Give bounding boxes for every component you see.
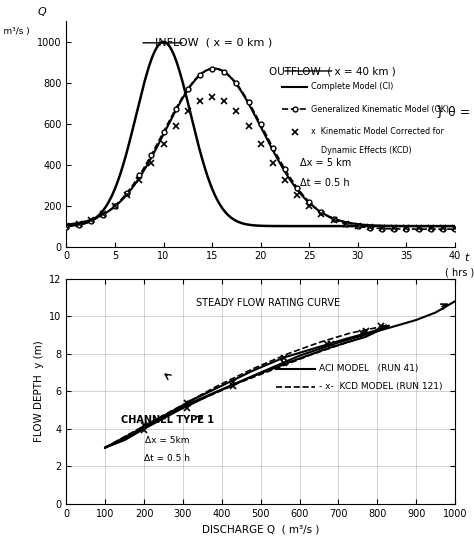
Text: ACI MODEL   (RUN 41): ACI MODEL (RUN 41) [319,364,419,373]
Text: ( hrs ): ( hrs ) [445,267,474,277]
Text: ( m³/s ): ( m³/s ) [0,27,29,36]
Text: x  Kinematic Model Corrected for: x Kinematic Model Corrected for [311,127,444,136]
Text: - x-  KCD MODEL (RUN 121): - x- KCD MODEL (RUN 121) [319,382,443,391]
Text: INFLOW  ( x = 0 km ): INFLOW ( x = 0 km ) [155,37,273,47]
Text: Δx = 5 km: Δx = 5 km [300,158,351,168]
Text: CHANNEL TYPE 1: CHANNEL TYPE 1 [121,415,214,425]
Text: STEADY FLOW RATING CURVE: STEADY FLOW RATING CURVE [196,297,340,308]
Text: Δx = 5km: Δx = 5km [145,436,190,445]
Y-axis label: FLOW DEPTH  y (m): FLOW DEPTH y (m) [34,340,44,442]
Text: Complete Model (CI): Complete Model (CI) [311,82,393,91]
Text: Q: Q [38,8,46,17]
X-axis label: DISCHARGE Q  ( m³/s ): DISCHARGE Q ( m³/s ) [202,524,319,534]
Text: Δt = 0.5 h: Δt = 0.5 h [300,178,349,188]
Text: OUTFLOW  ( x = 40 km ): OUTFLOW ( x = 40 km ) [269,66,396,77]
Text: } θ = 0: } θ = 0 [437,105,474,118]
Text: Dynamic Effects (KCD): Dynamic Effects (KCD) [311,146,412,155]
Text: Generalized Kinematic Model (GK): Generalized Kinematic Model (GK) [311,105,449,114]
Text: Δt = 0.5 h: Δt = 0.5 h [145,454,191,463]
Text: t: t [465,253,469,263]
